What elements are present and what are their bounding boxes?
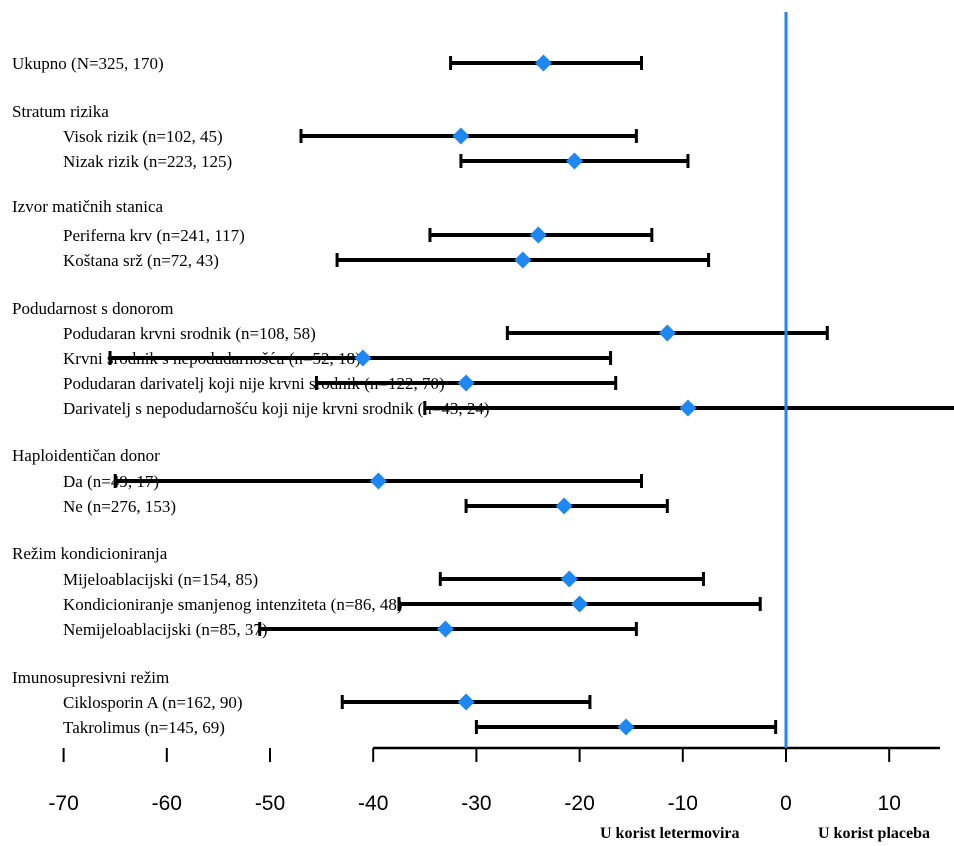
group-header: Izvor matičnih stanica [12, 197, 164, 216]
row-label: Ciklosporin A (n=162, 90) [63, 693, 243, 712]
row-label: Visok rizik (n=102, 45) [63, 127, 223, 146]
x-tick-label: -50 [255, 792, 285, 815]
x-tick-label: -20 [564, 792, 594, 815]
point-estimate-marker [457, 374, 475, 392]
row-label: Periferna krv (n=241, 117) [63, 226, 245, 245]
x-tick-label: -30 [461, 792, 491, 815]
point-estimate-marker [560, 570, 578, 588]
group-header: Podudarnost s donorom [12, 299, 174, 318]
point-estimate-marker [452, 127, 470, 145]
row-label: Mijeloablacijski (n=154, 85) [63, 570, 258, 589]
point-estimate-marker [529, 226, 547, 244]
row-label: Kondicioniranje smanjenog intenziteta (n… [63, 595, 403, 614]
point-estimate-marker [555, 497, 573, 515]
group-header: Imunosupresivni režim [12, 668, 169, 687]
row-label: Podudaran darivatelj koji nije krvni sro… [63, 374, 445, 393]
row-label: Da (n=49, 17) [63, 472, 159, 491]
row-label: Darivatelj s nepodudarnošću koji nije kr… [63, 399, 489, 418]
row-label: Ukupno (N=325, 170) [12, 54, 164, 73]
row-label: Takrolimus (n=145, 69) [63, 718, 225, 737]
point-estimate-marker [617, 718, 635, 736]
row-label: Koštana srž (n=72, 43) [63, 251, 219, 270]
x-tick-label: 0 [780, 792, 792, 815]
point-estimate-marker [354, 349, 372, 367]
group-header: Stratum rizika [12, 102, 109, 121]
point-estimate-marker [534, 54, 552, 72]
point-estimate-marker [436, 620, 454, 638]
row-label: Nemijeloablacijski (n=85, 37) [63, 620, 268, 639]
x-tick-label: -40 [358, 792, 388, 815]
rows-layer: Ukupno (N=325, 170) Stratum rizika Visok r… [12, 54, 954, 737]
row-label: Podudaran krvni srodnik (n=108, 58) [63, 324, 316, 343]
x-axis: -70-60-50-40-30-20-1001020 [48, 746, 940, 815]
group-header: Režim kondicioniranja [12, 544, 168, 563]
x-tick-label: -10 [668, 792, 698, 815]
x-tick-label: -60 [152, 792, 182, 815]
footer-left-label: U korist letermovira [600, 825, 740, 842]
point-estimate-marker [679, 399, 697, 417]
point-estimate-marker [571, 595, 589, 613]
point-estimate-marker [457, 693, 475, 711]
footer-right-label: U korist placeba [818, 825, 930, 842]
group-header: Haploidentičan donor [12, 446, 160, 465]
row-label: Nizak rizik (n=223, 125) [63, 152, 232, 171]
point-estimate-marker [565, 152, 583, 170]
x-tick-label: 10 [878, 792, 901, 815]
point-estimate-marker [514, 251, 532, 269]
x-tick-label: -70 [48, 792, 78, 815]
point-estimate-marker [369, 472, 387, 490]
row-label: Ne (n=276, 153) [63, 497, 176, 516]
point-estimate-marker [658, 324, 676, 342]
